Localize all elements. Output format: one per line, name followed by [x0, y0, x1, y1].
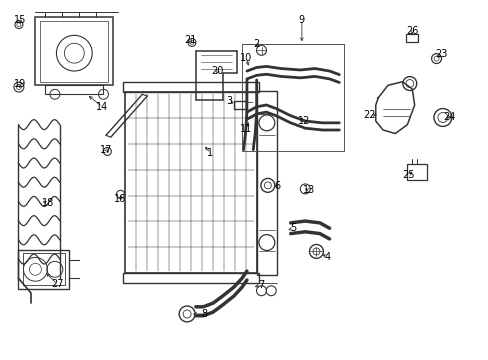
Text: 26: 26	[405, 26, 418, 36]
Text: 8: 8	[201, 309, 207, 319]
Bar	[40, 21, 108, 82]
Text: 10: 10	[240, 53, 252, 63]
Text: 6: 6	[274, 181, 280, 192]
Bar	[242, 44, 344, 152]
Bar	[23, 253, 64, 285]
Text: 15: 15	[14, 15, 26, 25]
Text: 17: 17	[100, 145, 112, 155]
Bar	[405, 33, 417, 42]
Text: 9: 9	[298, 15, 305, 25]
Bar	[122, 273, 259, 283]
Text: 4: 4	[324, 252, 329, 262]
Bar	[256, 91, 277, 275]
Text: 11: 11	[240, 124, 252, 134]
Text: 24: 24	[443, 112, 455, 122]
Text: 7: 7	[258, 280, 264, 291]
Text: 21: 21	[183, 35, 196, 45]
Bar	[122, 82, 259, 93]
Text: 23: 23	[434, 49, 447, 59]
Bar	[125, 93, 256, 273]
Text: 1: 1	[207, 148, 213, 158]
Text: 13: 13	[302, 185, 314, 195]
Text: 22: 22	[363, 110, 375, 120]
Text: 2: 2	[252, 39, 259, 49]
Text: 19: 19	[14, 79, 26, 89]
Text: 12: 12	[297, 116, 309, 126]
Text: 3: 3	[225, 96, 231, 107]
Bar	[233, 101, 245, 109]
Text: 18: 18	[41, 198, 54, 208]
Text: 5: 5	[289, 223, 296, 233]
Bar	[45, 85, 103, 94]
Bar	[19, 249, 69, 289]
Text: 25: 25	[402, 170, 414, 180]
Bar	[407, 164, 426, 180]
Text: 16: 16	[114, 194, 126, 203]
Text: 14: 14	[96, 102, 108, 112]
Text: 20: 20	[211, 66, 224, 76]
Bar	[35, 18, 113, 85]
Text: 27: 27	[51, 279, 63, 289]
